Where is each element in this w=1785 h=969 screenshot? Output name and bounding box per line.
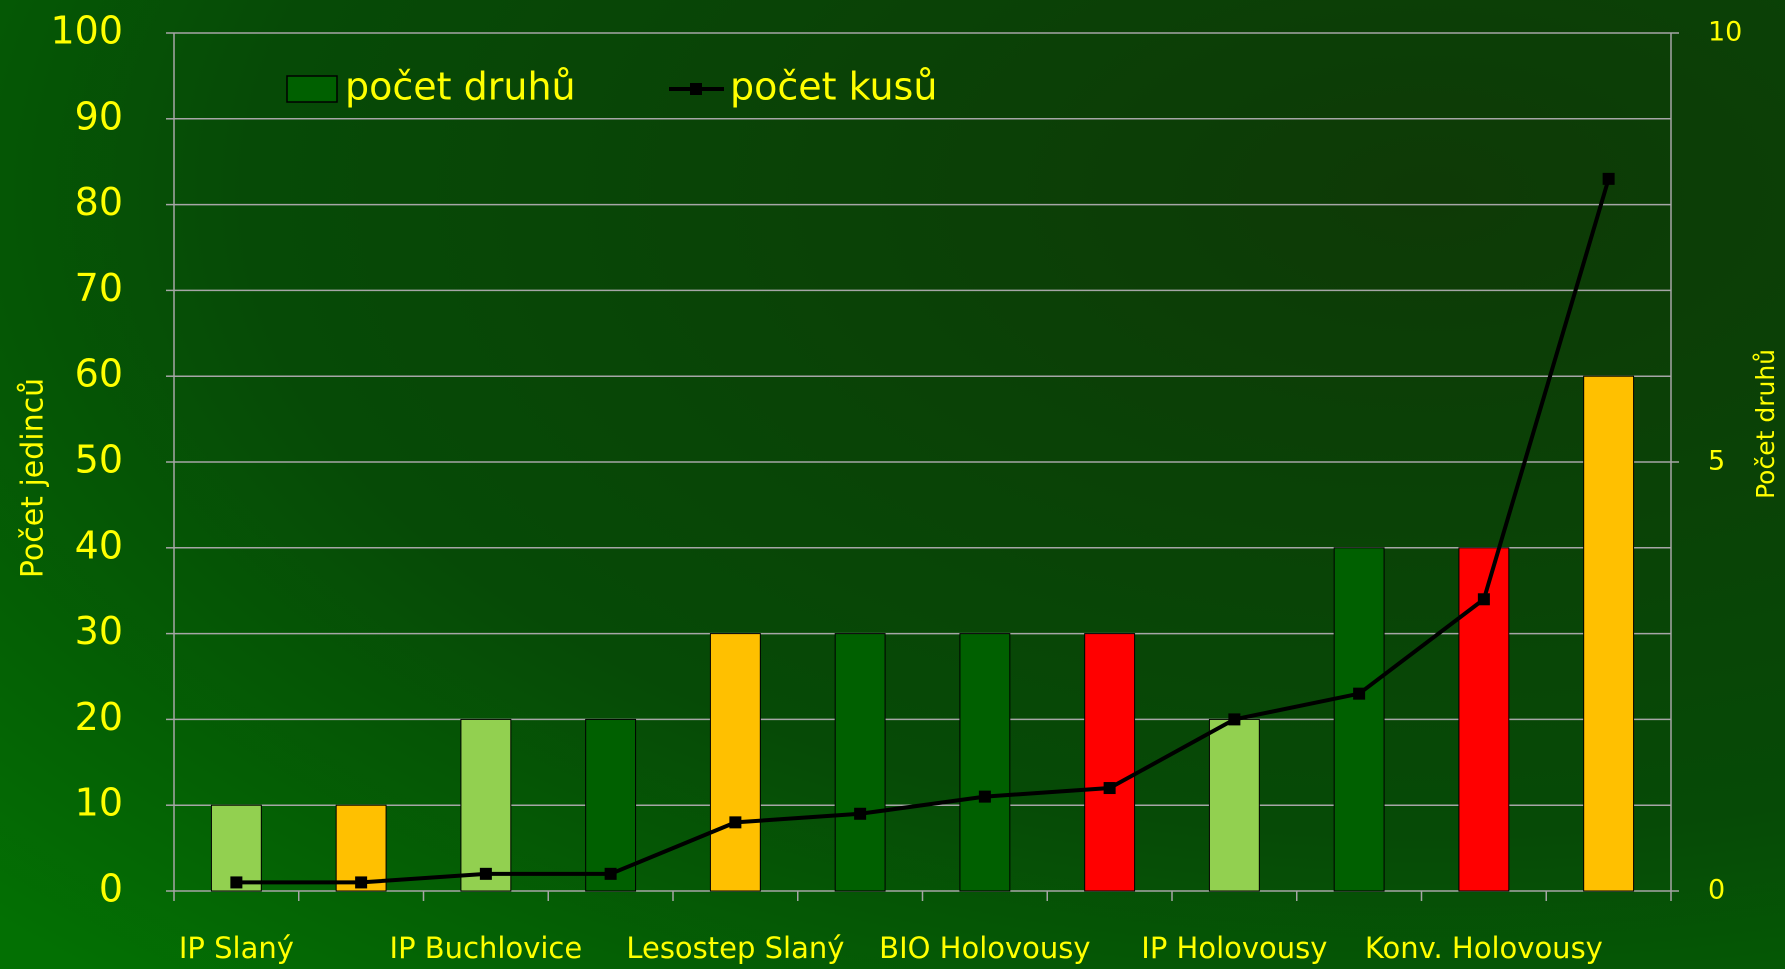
y-axis-title: Počet jedinců — [16, 378, 51, 578]
marker — [1228, 713, 1241, 726]
marker — [729, 816, 742, 829]
x-tick-label: IP Buchlovice — [390, 931, 583, 965]
marker — [1353, 687, 1366, 700]
marker — [978, 790, 991, 803]
x-tick-label: Konv. Holovousy — [1365, 931, 1603, 965]
marker — [479, 867, 492, 880]
line — [236, 178, 1611, 885]
y-tick-label: 20 — [75, 695, 123, 739]
y2-tick-label: 10 — [1708, 17, 1742, 48]
marker — [1103, 782, 1116, 795]
marker — [1602, 172, 1615, 185]
legend-swatch — [286, 75, 338, 103]
bar — [959, 633, 1011, 892]
x-tick-label: IP Slaný — [179, 931, 294, 965]
bar — [709, 633, 761, 892]
bar — [585, 718, 637, 892]
legend-marker — [690, 83, 702, 95]
x-tick-label: Lesostep Slaný — [626, 931, 844, 965]
bar — [1084, 633, 1136, 892]
y2-tick-label: 0 — [1708, 875, 1725, 906]
y2-tick-label: 5 — [1708, 446, 1725, 477]
y2-axis-title: Počet druhů — [1751, 349, 1780, 499]
marker — [230, 876, 243, 889]
y-tick-label: 70 — [75, 266, 123, 310]
y-tick-label: 60 — [75, 352, 123, 396]
marker — [854, 807, 867, 820]
marker — [604, 867, 617, 880]
bar — [834, 633, 886, 892]
y-tick-label: 80 — [75, 180, 123, 224]
y-tick-label: 90 — [75, 94, 123, 138]
y-tick-label: 30 — [75, 609, 123, 653]
x-tick-label: BIO Holovousy — [879, 931, 1090, 965]
y-tick-label: 50 — [75, 438, 123, 482]
y-tick-label: 100 — [50, 9, 123, 53]
y-tick-label: 40 — [75, 523, 123, 567]
marker — [1477, 593, 1490, 606]
legend-label: počet kusů — [730, 65, 937, 109]
x-tick-label: IP Holovousy — [1141, 931, 1327, 965]
legend-label: počet druhů — [345, 65, 576, 109]
bar — [460, 718, 512, 892]
y-tick-label: 0 — [99, 867, 123, 911]
bar — [1583, 375, 1635, 892]
bar — [1208, 718, 1260, 892]
marker — [355, 876, 368, 889]
bar — [1333, 547, 1385, 892]
y-tick-label: 10 — [75, 781, 123, 825]
